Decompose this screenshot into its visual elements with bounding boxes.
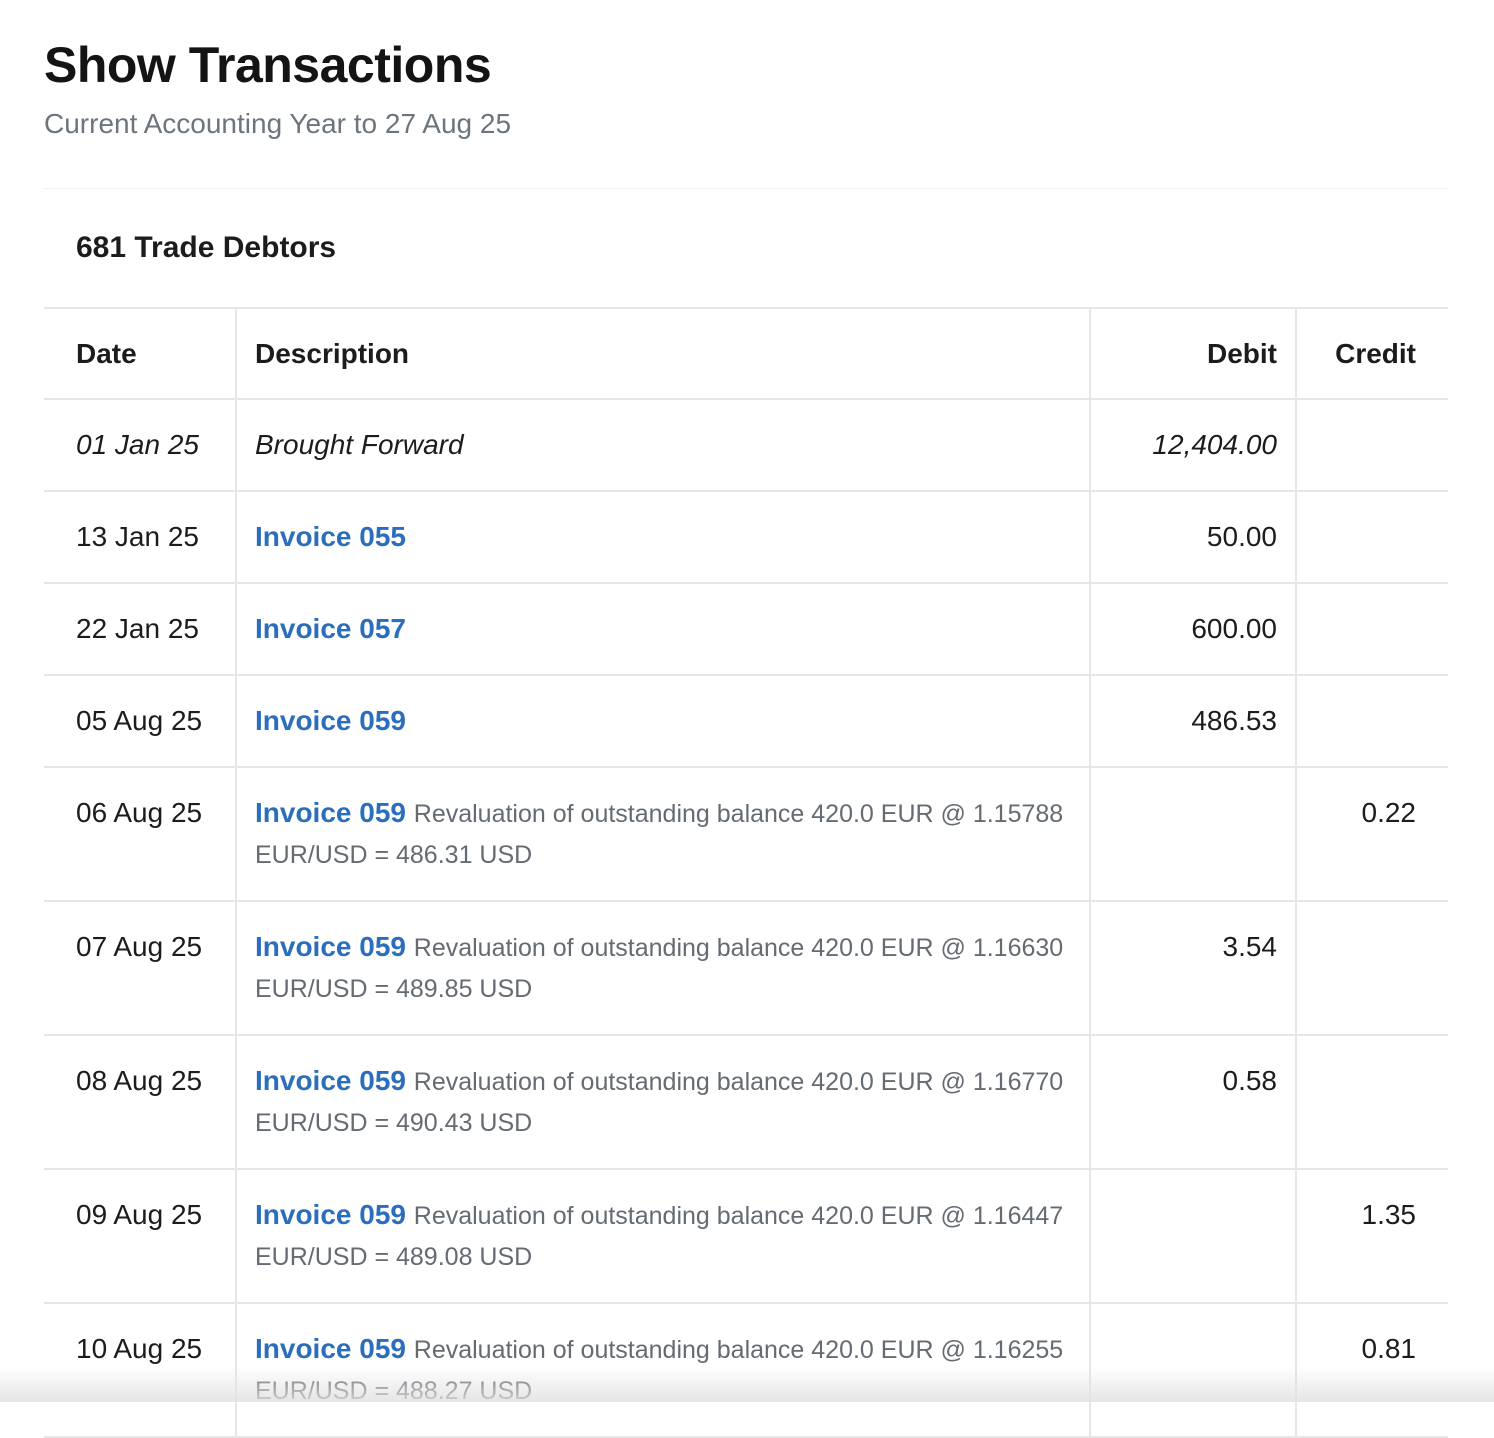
row-date: 22 Jan 25	[44, 583, 236, 676]
row-debit	[1089, 1303, 1296, 1438]
row-date: 07 Aug 25	[44, 901, 236, 1036]
invoice-link[interactable]: Invoice 057	[255, 613, 406, 644]
row-date: 13 Jan 25	[44, 491, 236, 584]
row-credit: 1.35	[1295, 1169, 1448, 1304]
row-debit: 50.00	[1089, 491, 1296, 584]
row-date: 08 Aug 25	[44, 1035, 236, 1170]
row-debit: 3.54	[1089, 901, 1296, 1036]
invoice-link[interactable]: Invoice 059	[255, 931, 406, 962]
column-header-credit: Credit	[1295, 309, 1448, 400]
column-header-debit: Debit	[1089, 309, 1296, 400]
transactions-table: Date Description Debit Credit 01 Jan 25 …	[44, 309, 1448, 1438]
table-row: 07 Aug 25 Invoice 059 Revaluation of out…	[44, 901, 1448, 1036]
invoice-link[interactable]: Invoice 059	[255, 1199, 406, 1230]
row-debit	[1089, 1169, 1296, 1304]
row-credit	[1295, 491, 1448, 584]
row-date: 09 Aug 25	[44, 1169, 236, 1304]
table-row: 05 Aug 25 Invoice 059 486.53	[44, 675, 1448, 768]
table-row: 13 Jan 25 Invoice 055 50.00	[44, 491, 1448, 584]
row-description: Invoice 059	[235, 675, 1090, 768]
revaluation-note: Revaluation of outstanding balance 420.0…	[255, 800, 1064, 869]
row-date: 06 Aug 25	[44, 767, 236, 902]
row-debit: 12,404.00	[1089, 399, 1296, 492]
revaluation-note: Revaluation of outstanding balance 420.0…	[255, 934, 1064, 1003]
account-title: 681 Trade Debtors	[44, 189, 1448, 309]
transactions-card: 681 Trade Debtors Date Description Debit…	[44, 188, 1448, 1438]
row-description: Invoice 059 Revaluation of outstanding b…	[235, 1303, 1090, 1438]
row-credit	[1295, 675, 1448, 768]
column-header-description: Description	[235, 309, 1090, 400]
row-description: Invoice 059 Revaluation of outstanding b…	[235, 767, 1090, 902]
invoice-link[interactable]: Invoice 059	[255, 705, 406, 736]
row-credit	[1295, 901, 1448, 1036]
page-title: Show Transactions	[44, 37, 492, 93]
table-header-row: Date Description Debit Credit	[44, 309, 1448, 400]
row-description: Invoice 059 Revaluation of outstanding b…	[235, 1169, 1090, 1304]
invoice-link[interactable]: Invoice 059	[255, 797, 406, 828]
row-credit: 0.81	[1295, 1303, 1448, 1438]
table-row: 01 Jan 25 Brought Forward 12,404.00	[44, 399, 1448, 492]
row-date: 10 Aug 25	[44, 1303, 236, 1438]
table-row: 09 Aug 25 Invoice 059 Revaluation of out…	[44, 1169, 1448, 1304]
revaluation-note: Revaluation of outstanding balance 420.0…	[255, 1202, 1064, 1271]
row-credit	[1295, 399, 1448, 492]
table-row: 10 Aug 25 Invoice 059 Revaluation of out…	[44, 1303, 1448, 1438]
row-credit: 0.22	[1295, 767, 1448, 902]
row-description: Brought Forward	[235, 399, 1090, 492]
page-header: Show Transactions Current Accounting Yea…	[44, 30, 511, 144]
row-description: Invoice 059 Revaluation of outstanding b…	[235, 1035, 1090, 1170]
row-credit	[1295, 583, 1448, 676]
invoice-link[interactable]: Invoice 055	[255, 521, 406, 552]
column-header-date: Date	[44, 309, 236, 400]
invoice-link[interactable]: Invoice 059	[255, 1333, 406, 1364]
row-debit: 0.58	[1089, 1035, 1296, 1170]
table-row: 06 Aug 25 Invoice 059 Revaluation of out…	[44, 767, 1448, 902]
revaluation-note: Revaluation of outstanding balance 420.0…	[255, 1068, 1064, 1137]
page-subtitle: Current Accounting Year to 27 Aug 25	[44, 108, 512, 139]
row-debit: 600.00	[1089, 583, 1296, 676]
row-debit	[1089, 767, 1296, 902]
table-row: 22 Jan 25 Invoice 057 600.00	[44, 583, 1448, 676]
row-date: 01 Jan 25	[44, 399, 236, 492]
row-credit	[1295, 1035, 1448, 1170]
row-date: 05 Aug 25	[44, 675, 236, 768]
table-row: 08 Aug 25 Invoice 059 Revaluation of out…	[44, 1035, 1448, 1170]
row-description: Invoice 059 Revaluation of outstanding b…	[235, 901, 1090, 1036]
row-debit: 486.53	[1089, 675, 1296, 768]
invoice-link[interactable]: Invoice 059	[255, 1065, 406, 1096]
row-description: Invoice 057	[235, 583, 1090, 676]
row-description: Invoice 055	[235, 491, 1090, 584]
